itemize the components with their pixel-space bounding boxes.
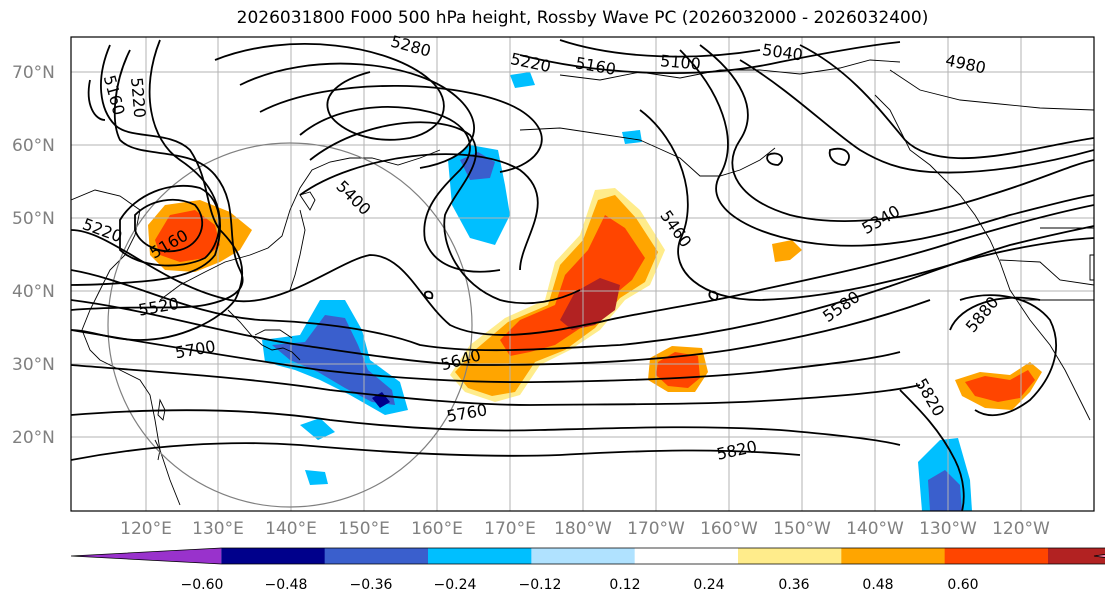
lon-label: 170°W xyxy=(627,519,685,539)
positive-anomaly-region xyxy=(772,240,802,262)
lon-label: 150°W xyxy=(773,519,831,539)
map-title: 2026031800 F000 500 hPa height, Rossby W… xyxy=(236,8,929,28)
colorbar-bin xyxy=(634,548,739,564)
colorbar-bin xyxy=(221,548,326,564)
lon-label: 140°E xyxy=(265,519,317,539)
colorbar-bin xyxy=(324,548,429,564)
contour-label: 5220 xyxy=(80,214,125,246)
lat-label: 60°N xyxy=(12,136,55,156)
lon-label: 160°E xyxy=(411,519,463,539)
lat-label: 20°N xyxy=(12,428,55,448)
colorbar-bin xyxy=(428,548,532,564)
colorbar-tick-label: −0.24 xyxy=(434,577,477,593)
negative-anomaly-region xyxy=(272,315,395,405)
lat-label: 30°N xyxy=(12,355,55,375)
contour-label: 5400 xyxy=(332,177,374,219)
contour-label: 5280 xyxy=(389,32,433,61)
longitude-labels: 120°E 130°E 140°E 150°E 160°E 170°E 180°… xyxy=(120,519,1050,539)
contour-label: 5520 xyxy=(137,294,180,320)
contour-label: 5460 xyxy=(656,207,695,251)
positive-anomaly-region xyxy=(965,370,1035,402)
colorbar-bin xyxy=(944,548,1049,564)
colorbar-bin xyxy=(1048,548,1105,564)
lon-label: 170°E xyxy=(484,519,536,539)
negative-anomaly-region xyxy=(448,145,510,245)
negative-anomaly-region xyxy=(372,392,390,408)
contour-label: 5820 xyxy=(715,437,759,464)
contour-label: 5160 xyxy=(574,53,617,79)
colorbar-tick-label: 0.24 xyxy=(693,577,724,593)
colorbar-bin xyxy=(841,548,946,564)
lon-label: 160°W xyxy=(700,519,758,539)
colorbar-tick-label: −0.36 xyxy=(350,577,393,593)
colorbar-tick-label: 0.48 xyxy=(862,577,893,593)
colorbar-tick-labels: −0.60 −0.48 −0.36 −0.24 −0.12 0.12 0.24 … xyxy=(181,577,979,593)
coastlines xyxy=(71,59,1094,506)
contour-label: 5040 xyxy=(761,40,804,64)
negative-anomaly-region xyxy=(928,470,962,511)
lon-label: 180°W xyxy=(554,519,612,539)
lon-label: 120°E xyxy=(120,519,172,539)
colorbar-bin xyxy=(531,548,636,564)
contour-label: 5220 xyxy=(127,77,149,119)
contour-label: 5820 xyxy=(912,375,949,420)
colorbar-tick-label: −0.48 xyxy=(265,577,308,593)
negative-anomaly-region xyxy=(510,72,535,88)
colorbar-outline xyxy=(70,547,1105,565)
height-contours xyxy=(71,39,1094,511)
contour-label: 5700 xyxy=(174,337,217,363)
colorbar-tick-label: −0.60 xyxy=(181,577,224,593)
colorbar-tick-label: 0.60 xyxy=(947,577,978,593)
contour-label: 5160 xyxy=(100,73,129,117)
colorbar xyxy=(70,547,1105,565)
negative-anomaly-region xyxy=(305,470,328,485)
colorbar-bin xyxy=(738,548,842,564)
lon-label: 140°W xyxy=(846,519,904,539)
lat-label: 40°N xyxy=(12,282,55,302)
negative-anomaly-region xyxy=(300,418,335,440)
projection-circle xyxy=(107,142,473,508)
contour-label: 5100 xyxy=(659,51,701,73)
positive-anomaly-region xyxy=(155,210,220,262)
colorbar-extend-low xyxy=(71,548,222,564)
lat-label: 50°N xyxy=(12,209,55,229)
lon-label: 130°E xyxy=(192,519,244,539)
latitude-labels: 70°N 60°N 50°N 40°N 30°N 20°N xyxy=(12,63,55,448)
contour-label: 5760 xyxy=(445,400,488,426)
map-frame xyxy=(70,36,1095,512)
negative-anomaly-region xyxy=(622,130,642,144)
colorbar-tick-label: 0.36 xyxy=(778,577,809,593)
colorbar-tick-label: −0.12 xyxy=(519,577,562,593)
lon-label: 130°W xyxy=(919,519,977,539)
colorbar-tick-label: 0.12 xyxy=(609,577,640,593)
lon-label: 120°W xyxy=(992,519,1050,539)
contour-label: 4980 xyxy=(944,50,988,77)
positive-anomaly-region xyxy=(500,215,645,356)
lat-label: 70°N xyxy=(12,63,55,83)
anomaly-shading xyxy=(148,72,1042,511)
gridlines xyxy=(71,37,1094,511)
contour-label: 5340 xyxy=(858,201,903,238)
lon-label: 150°E xyxy=(338,519,390,539)
